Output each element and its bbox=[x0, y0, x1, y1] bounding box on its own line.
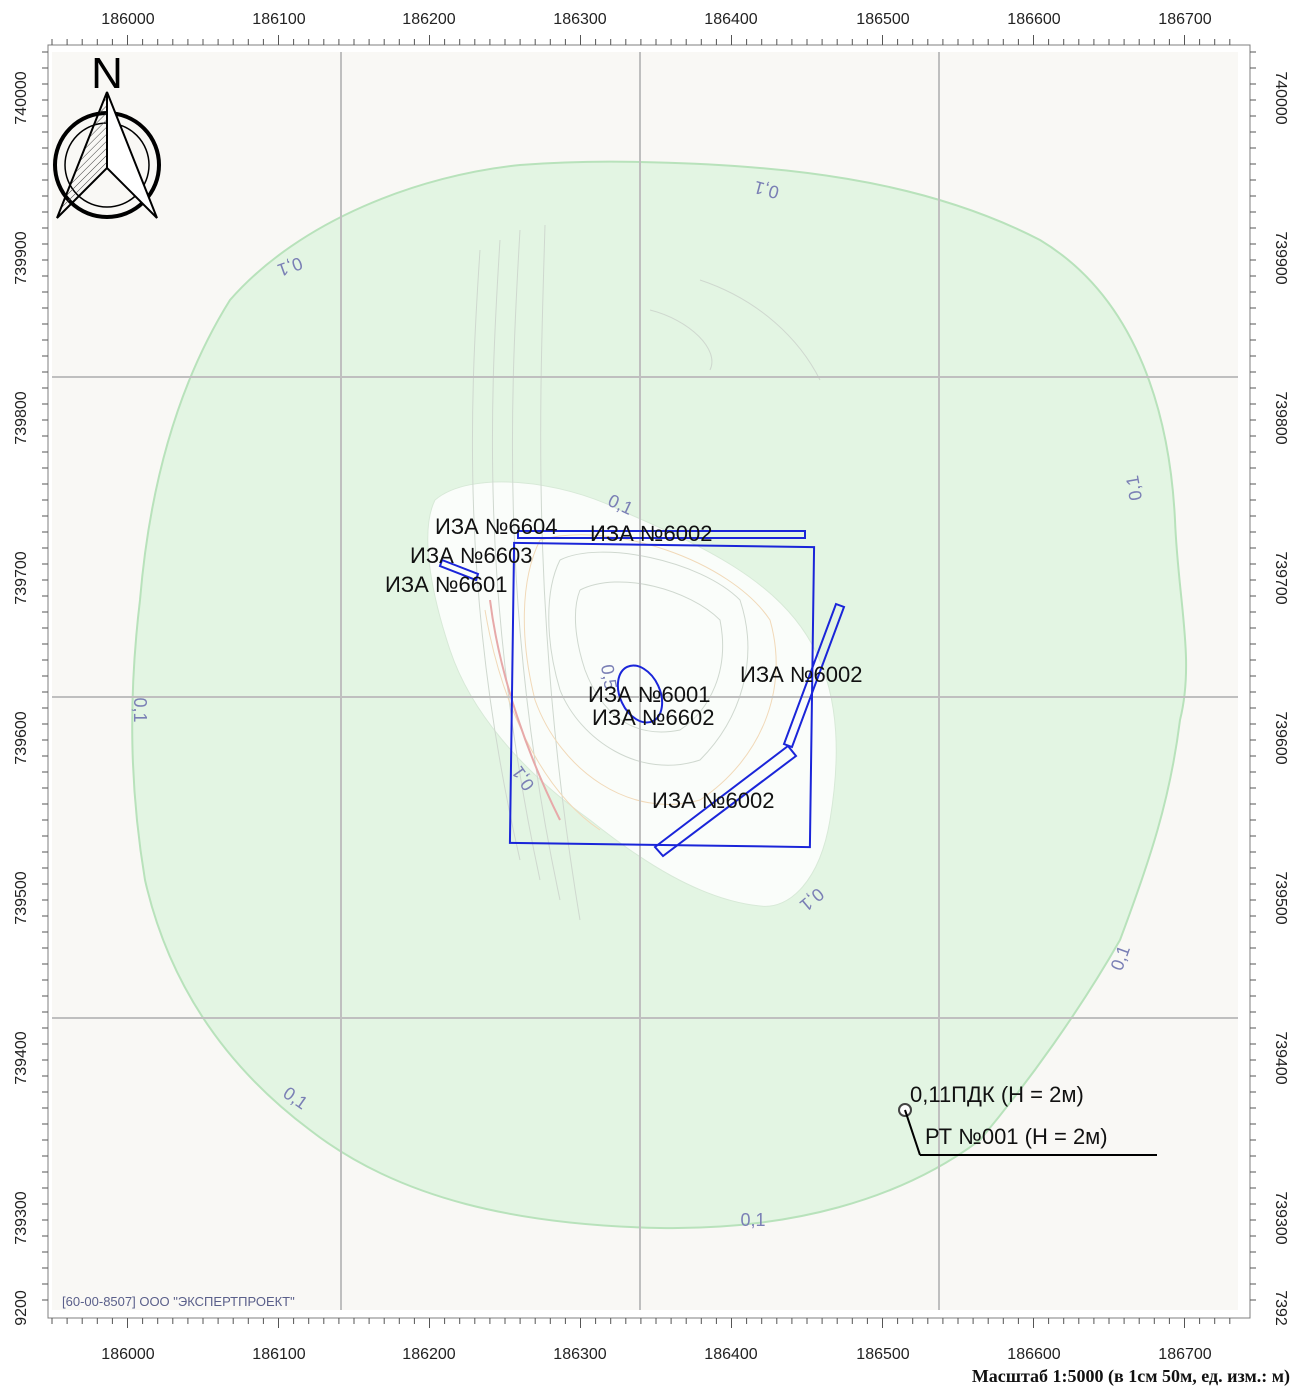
source-label: ИЗА №6002 bbox=[740, 662, 862, 687]
y-tick-label: 739700 bbox=[13, 551, 30, 604]
y-tick-label: 740000 bbox=[13, 71, 30, 124]
x-tick-label: 186600 bbox=[1007, 1346, 1060, 1363]
y-tick-label: 739300 bbox=[13, 1191, 30, 1244]
y-tick-label: 739400 bbox=[1272, 1031, 1289, 1084]
x-tick-label: 186300 bbox=[553, 1346, 606, 1363]
x-tick-label: 186300 bbox=[553, 11, 606, 28]
x-tick-label: 186600 bbox=[1007, 11, 1060, 28]
x-tick-label: 186500 bbox=[856, 11, 909, 28]
source-area-6001 bbox=[508, 541, 816, 849]
point-value-label: 0,11ПДК (Н = 2м) bbox=[910, 1082, 1084, 1107]
source-label: ИЗА №6002 bbox=[652, 788, 774, 813]
source-labels: ИЗА №6604 ИЗА №6002 ИЗА №6603 ИЗА №6601 … bbox=[385, 514, 862, 813]
x-tick-label: 186000 bbox=[101, 11, 154, 28]
source-label: ИЗА №6002 bbox=[590, 521, 712, 546]
topographic-lines bbox=[471, 224, 821, 921]
x-tick-label: 186200 bbox=[402, 11, 455, 28]
north-arrow: N bbox=[53, 49, 161, 219]
source-label: ИЗА №6603 bbox=[410, 543, 532, 568]
x-axis-labels-bottom: 186000 186100 186200 186300 186400 18650… bbox=[101, 1346, 1211, 1363]
source-strip-6604 bbox=[517, 530, 806, 539]
x-axis-labels-top: 186000 186100 186200 186300 186400 18650… bbox=[101, 11, 1211, 28]
x-tick-label: 186700 bbox=[1158, 1346, 1211, 1363]
y-tick-label: 9200 bbox=[13, 1290, 30, 1326]
x-tick-label: 186000 bbox=[101, 1346, 154, 1363]
y-tick-label: 739700 bbox=[1272, 551, 1289, 604]
point-name-label: РТ №001 (Н = 2м) bbox=[925, 1124, 1108, 1149]
x-tick-label: 186200 bbox=[402, 1346, 455, 1363]
source-label: ИЗА №6001 bbox=[588, 682, 710, 707]
isoline-label: 0,1 bbox=[130, 697, 150, 722]
source-ellipse-6602 bbox=[616, 664, 664, 724]
y-tick-label: 739300 bbox=[1272, 1191, 1289, 1244]
x-tick-label: 186100 bbox=[252, 11, 305, 28]
y-tick-label: 739900 bbox=[1272, 231, 1289, 284]
isoline-label: 0,1 bbox=[740, 1210, 765, 1230]
y-tick-label: 740000 bbox=[1272, 71, 1289, 124]
y-tick-label: 739500 bbox=[1272, 871, 1289, 924]
coordinate-grid bbox=[52, 52, 1238, 1310]
y-axis-labels-left: 740000 739900 739800 739700 739600 73950… bbox=[13, 71, 30, 1326]
x-tick-label: 186400 bbox=[704, 11, 757, 28]
x-tick-label: 186100 bbox=[252, 1346, 305, 1363]
inner-zone bbox=[427, 481, 837, 907]
source-strip-6002-east bbox=[782, 602, 846, 749]
x-tick-label: 186500 bbox=[856, 1346, 909, 1363]
source-strip-6002-south bbox=[653, 744, 798, 858]
source-label: ИЗА №6604 bbox=[435, 514, 557, 539]
isoline-label: 0,1 bbox=[1122, 474, 1146, 502]
source-label: ИЗА №6601 bbox=[385, 572, 507, 597]
arrow-right-half-icon bbox=[106, 91, 158, 219]
scale-label: Масштаб 1:5000 (в 1см 50м, ед. изм.: м) bbox=[972, 1366, 1290, 1387]
x-tick-label: 186400 bbox=[704, 1346, 757, 1363]
y-axis-labels-right: 740000 739900 739800 739700 739600 73950… bbox=[1272, 71, 1289, 1326]
y-tick-label: 739400 bbox=[13, 1031, 30, 1084]
tick-rulers bbox=[42, 35, 1256, 1328]
source-strip-6603 bbox=[438, 558, 480, 582]
north-label: N bbox=[91, 49, 123, 98]
y-tick-label: 7392 bbox=[1272, 1290, 1289, 1326]
calculation-point: 0,11ПДК (Н = 2м) РТ №001 (Н = 2м) bbox=[898, 1082, 1157, 1156]
emission-sources bbox=[438, 530, 846, 858]
source-label: ИЗА №6602 bbox=[592, 705, 714, 730]
road-line bbox=[489, 599, 561, 821]
y-tick-label: 739800 bbox=[1272, 391, 1289, 444]
x-tick-label: 186700 bbox=[1158, 11, 1211, 28]
y-tick-label: 739900 bbox=[13, 231, 30, 284]
y-tick-label: 739600 bbox=[1272, 711, 1289, 764]
company-label: [60-00-8507] ООО "ЭКСПЕРТПРОЕКТ" bbox=[62, 1294, 295, 1309]
y-tick-label: 739800 bbox=[13, 391, 30, 444]
y-tick-label: 739600 bbox=[13, 711, 30, 764]
y-tick-label: 739500 bbox=[13, 871, 30, 924]
